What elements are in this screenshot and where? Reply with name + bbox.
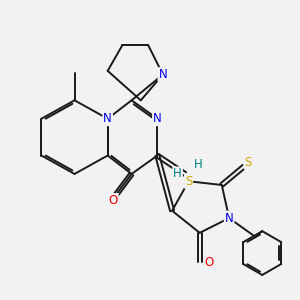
- Text: H: H: [173, 167, 182, 180]
- Text: S: S: [185, 175, 192, 188]
- Text: N: N: [103, 112, 112, 125]
- Text: N: N: [153, 112, 162, 125]
- Text: O: O: [204, 256, 214, 269]
- Text: S: S: [244, 156, 252, 169]
- Text: O: O: [109, 194, 118, 207]
- Text: N: N: [158, 68, 167, 81]
- Text: N: N: [225, 212, 233, 225]
- Text: H: H: [194, 158, 202, 171]
